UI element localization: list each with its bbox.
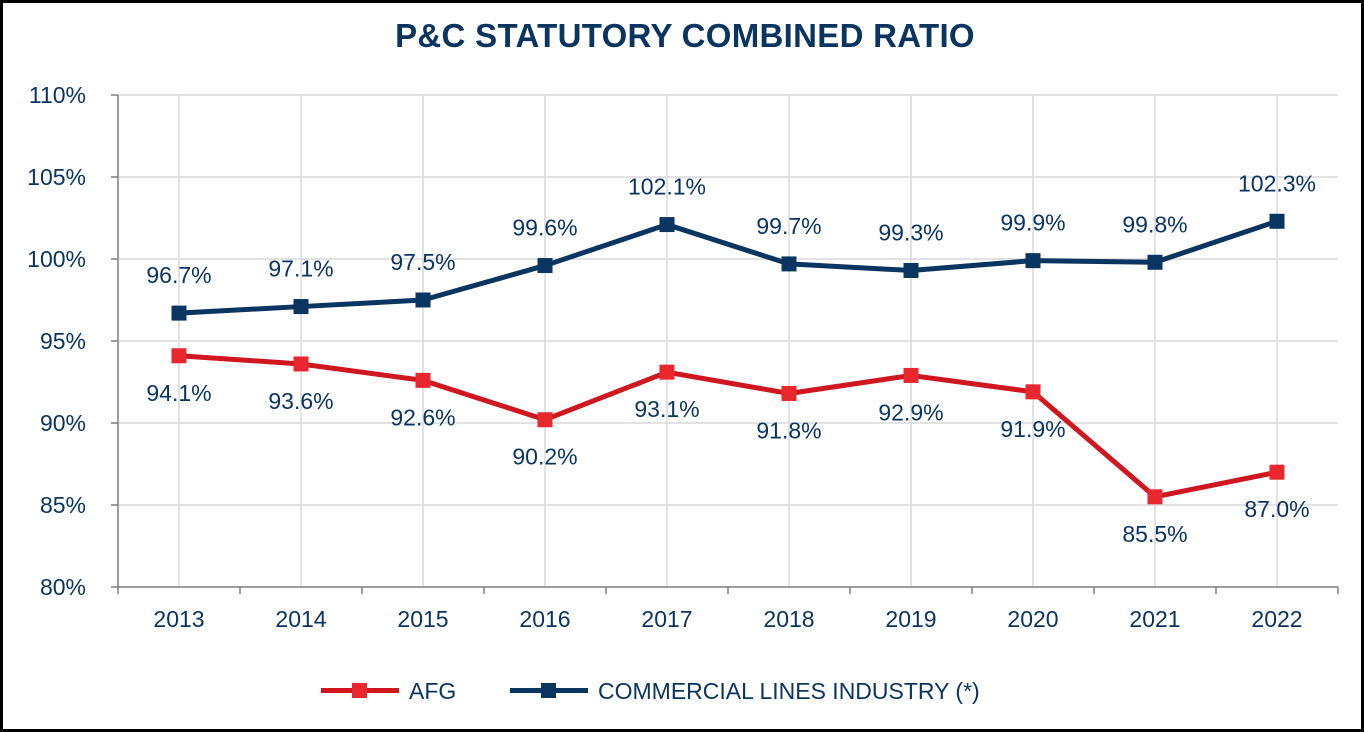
data-label-industry: 99.9% <box>1000 210 1065 236</box>
data-point-industry <box>537 258 553 274</box>
line-chart: 80% 85% 90% 95% 100% 105% 110% 2013 2014 2015 2016… <box>27 82 1339 632</box>
legend-label-industry: COMMERCIAL LINES INDUSTRY (*) <box>598 677 980 704</box>
data-label-afg: 92.9% <box>878 399 943 425</box>
series-line-industry <box>178 218 1278 316</box>
data-point-industry <box>171 305 187 321</box>
data-label-afg: 91.8% <box>756 417 821 443</box>
x-tick-label: 2016 <box>519 606 570 632</box>
y-tick-label: 110% <box>29 82 86 108</box>
data-point-afg <box>781 385 797 401</box>
data-point-industry <box>903 262 919 278</box>
data-label-afg: 93.1% <box>634 396 699 422</box>
legend-marker-industry <box>541 683 556 698</box>
data-point-afg <box>1147 489 1163 505</box>
legend-swatch-industry <box>510 671 588 711</box>
y-tick-label: 100% <box>27 246 86 272</box>
data-point-industry <box>415 292 431 308</box>
y-tick-label: 80% <box>40 574 86 600</box>
x-tick-label: 2013 <box>153 606 204 632</box>
x-tick-label: 2014 <box>275 606 326 632</box>
x-tick-label: 2019 <box>885 606 936 632</box>
legend-label-afg: AFG <box>409 677 457 704</box>
data-point-industry <box>1025 253 1041 269</box>
x-tick-label: 2022 <box>1251 606 1302 632</box>
x-tick-label: 2021 <box>1129 606 1180 632</box>
y-tick-label: 105% <box>27 164 86 190</box>
legend-swatch-afg <box>321 671 399 711</box>
data-point-afg <box>415 372 431 388</box>
axes: 80% 85% 90% 95% 100% 105% 110% 2013 2014 2015 2016… <box>27 82 1339 632</box>
data-label-afg: 94.1% <box>146 380 211 406</box>
data-point-afg <box>537 412 553 428</box>
data-label-afg: 91.9% <box>1000 416 1065 442</box>
chart-title: P&C STATUTORY COMBINED RATIO <box>395 17 975 54</box>
y-tick-label: 85% <box>40 492 86 518</box>
data-point-afg <box>1025 384 1041 400</box>
data-point-afg <box>171 348 187 364</box>
data-point-industry <box>781 256 797 272</box>
grid-lines <box>118 94 1338 587</box>
data-label-industry: 96.7% <box>146 262 211 288</box>
data-point-afg <box>659 364 675 380</box>
data-point-afg <box>293 356 309 372</box>
data-label-industry: 99.6% <box>512 215 577 241</box>
data-label-industry: 99.3% <box>878 219 943 245</box>
data-point-industry <box>1269 213 1285 229</box>
series-lines <box>171 213 1285 505</box>
x-tick-label: 2020 <box>1007 606 1058 632</box>
data-label-afg: 85.5% <box>1122 521 1187 547</box>
data-point-industry <box>659 217 675 233</box>
data-label-industry: 97.5% <box>390 249 455 275</box>
y-tick-label: 95% <box>40 328 86 354</box>
data-label-afg: 92.6% <box>390 404 455 430</box>
data-label-industry: 102.1% <box>628 174 706 200</box>
x-tick-label: 2017 <box>641 606 692 632</box>
data-label-afg: 90.2% <box>512 444 577 470</box>
data-label-industry: 102.3% <box>1238 170 1316 196</box>
data-point-industry <box>1147 254 1163 270</box>
data-label-industry: 99.7% <box>756 213 821 239</box>
data-point-industry <box>293 299 309 315</box>
data-label-afg: 93.6% <box>268 388 333 414</box>
legend-item-industry: COMMERCIAL LINES INDUSTRY (*) <box>510 671 980 711</box>
legend: AFG COMMERCIAL LINES INDUSTRY (*) <box>3 671 1364 711</box>
y-tick-label: 90% <box>40 410 86 436</box>
legend-marker-afg <box>352 683 367 698</box>
legend-item-afg: AFG <box>321 671 456 711</box>
x-tick-label: 2015 <box>397 606 448 632</box>
data-point-afg <box>1269 464 1285 480</box>
data-label-industry: 99.8% <box>1122 211 1187 237</box>
series-line-afg <box>178 353 1278 500</box>
data-labels: 94.1% 93.6% 92.6% 90.2% 93.1% 91.8% 92.9% 91.9%… <box>146 170 1316 547</box>
x-tick-label: 2018 <box>763 606 814 632</box>
data-point-afg <box>903 367 919 383</box>
data-label-afg: 87.0% <box>1244 496 1309 522</box>
data-label-industry: 97.1% <box>268 256 333 282</box>
